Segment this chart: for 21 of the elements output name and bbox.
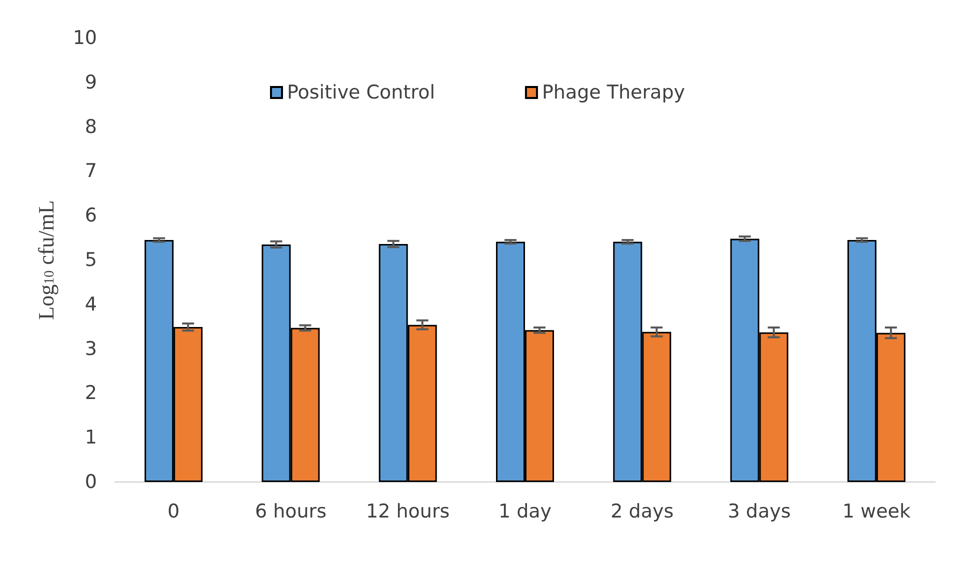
x-tick-label: 0	[168, 500, 180, 522]
y-tick-label: 6	[84, 204, 97, 227]
x-tick-label: 1 day	[498, 500, 552, 522]
y-tick-label: 0	[84, 471, 97, 493]
y-tick-label: 3	[84, 338, 97, 360]
x-tick-label: 12 hours	[366, 500, 450, 522]
y-axis-title: Log10 cfu/mL	[34, 200, 58, 320]
y-tick-label: 2	[84, 382, 97, 404]
x-tick-label: 2 days	[610, 500, 674, 522]
x-tick-label: 1 week	[842, 500, 910, 522]
legend-label: Phage Therapy	[542, 82, 685, 104]
y-tick-label: 1	[84, 426, 97, 449]
x-tick-label: 3 days	[728, 500, 791, 522]
y-tick-label: 9	[84, 71, 97, 94]
legend-label: Positive Control	[287, 82, 435, 104]
x-tick-label: 6 hours	[254, 500, 326, 522]
y-tick-label: 10	[72, 27, 97, 49]
y-tick-label: 4	[84, 293, 97, 316]
y-tick-label: 5	[84, 249, 97, 271]
y-tick-label: 7	[84, 160, 97, 182]
y-tick-label: 8	[84, 116, 97, 138]
